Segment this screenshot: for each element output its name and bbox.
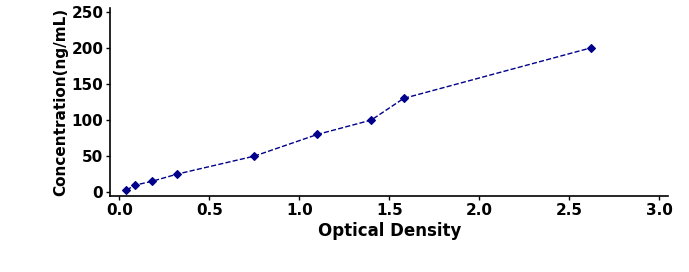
- Y-axis label: Concentration(ng/mL): Concentration(ng/mL): [54, 8, 68, 196]
- X-axis label: Optical Density: Optical Density: [318, 222, 461, 240]
